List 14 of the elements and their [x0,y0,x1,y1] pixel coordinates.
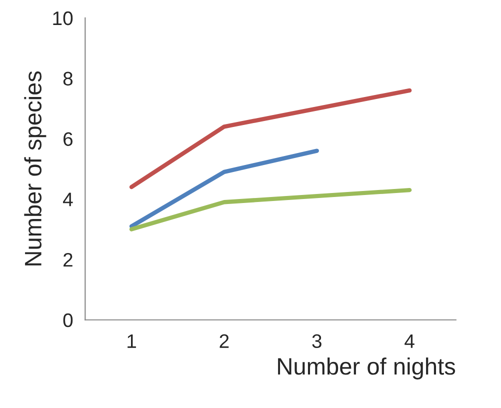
x-axis-title: Number of nights [278,357,456,380]
x-tick-label: 1 [128,334,136,348]
x-tick-label: 2 [220,334,229,348]
x-tick-label: 4 [404,334,414,348]
y-tick-label: 0 [63,313,73,328]
y-tick-label: 2 [64,252,72,267]
y-tick-label: 8 [63,72,73,86]
y-tick-label: 4 [63,192,73,206]
y-axis-title: Number of species [24,71,46,266]
line-series [129,188,412,232]
line-series [129,88,412,190]
x-tick-label: 3 [312,334,322,348]
y-tick-label: 10 [53,11,73,26]
y-tick-label: 6 [64,132,73,146]
